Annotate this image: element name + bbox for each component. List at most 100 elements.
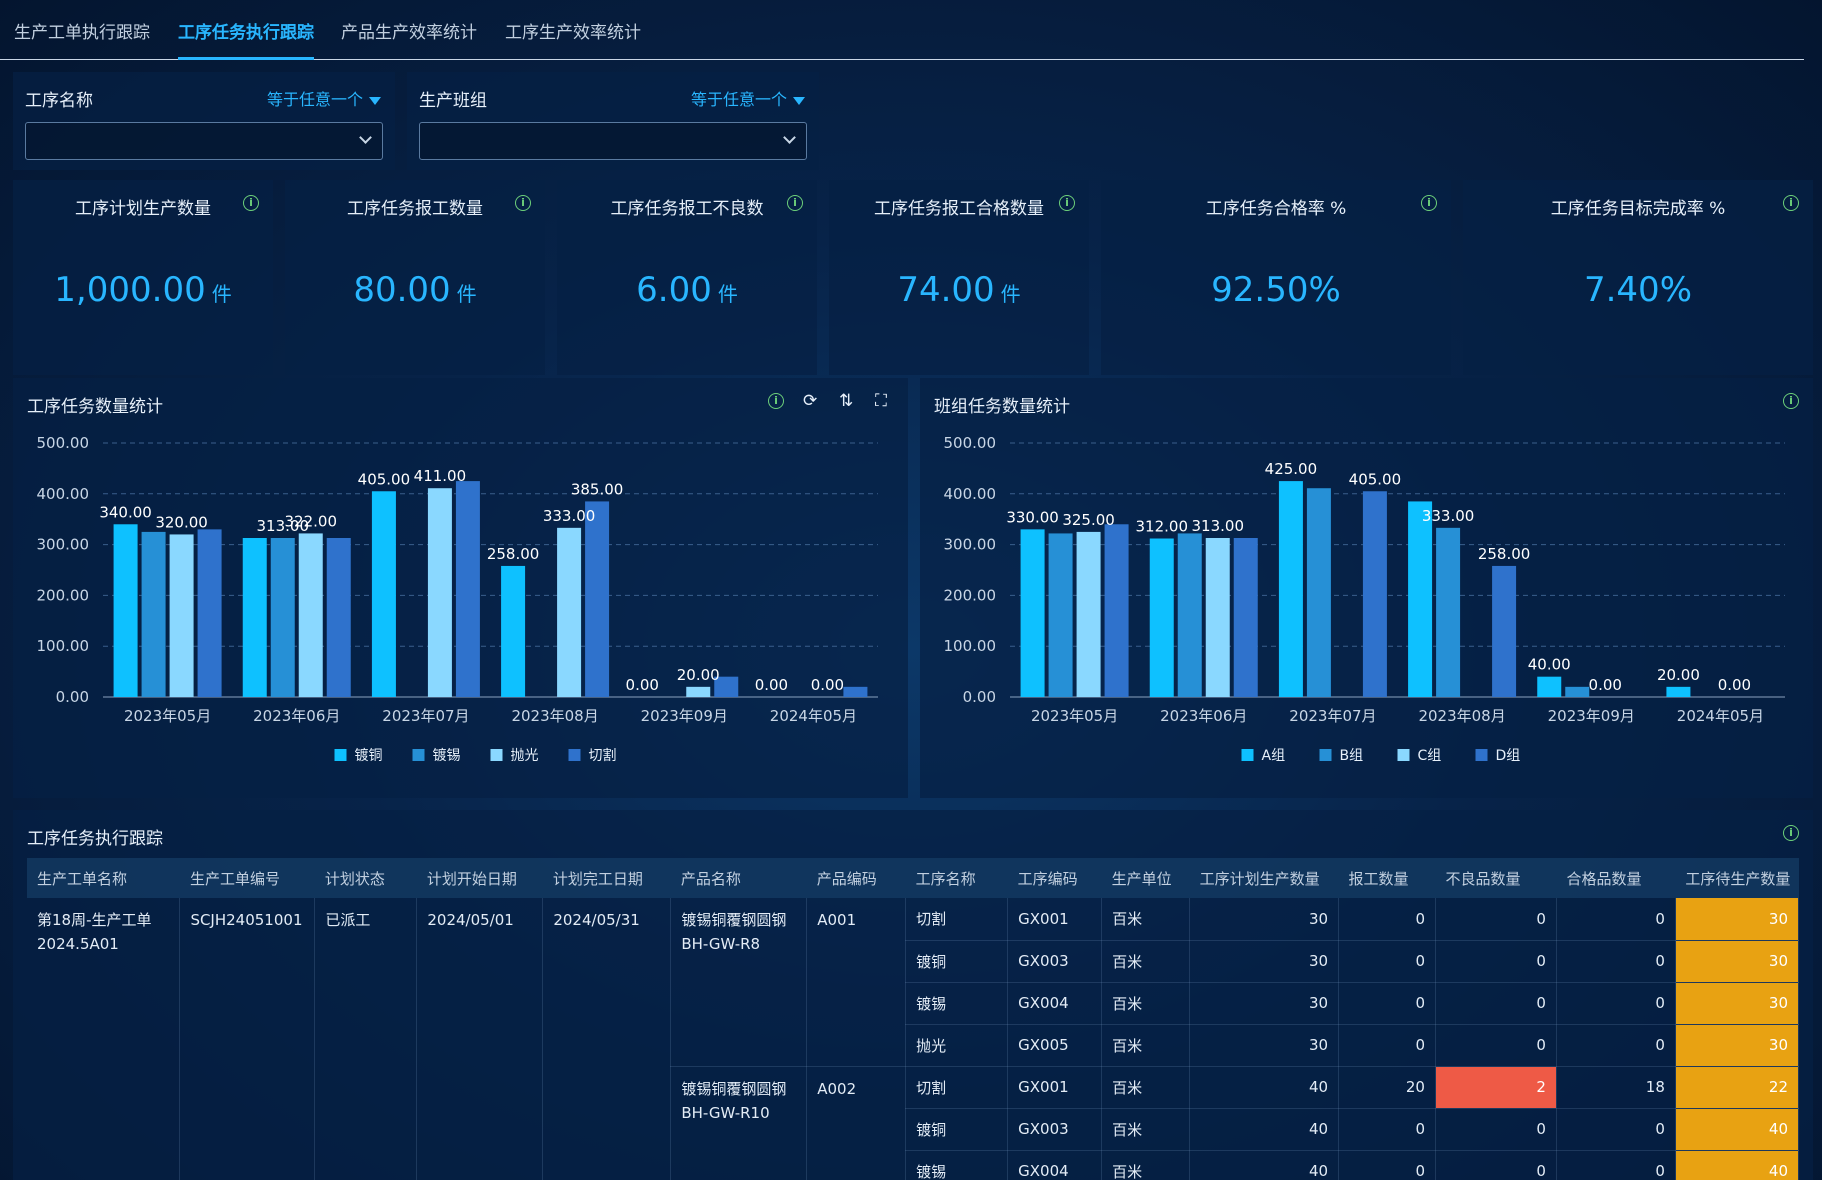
table-row[interactable]: 第18周-生产工单2024.5A01 SCJH24051001 已派工 2024/05…: [27, 898, 1800, 1180]
table-row[interactable]: 镀锡 GX004 百米 40 0 0 0 40: [27, 1150, 1800, 1180]
column-header[interactable]: 不良品数量: [1435, 858, 1557, 898]
pending-qty-cell: 30: [1675, 898, 1800, 941]
info-icon[interactable]: i: [1783, 825, 1799, 841]
info-icon[interactable]: i: [768, 393, 784, 409]
data-label: 385.00: [571, 480, 624, 498]
process-code-cell: GX001: [1007, 898, 1103, 941]
kpi-number: 7.40%: [1583, 270, 1692, 310]
table-row[interactable]: 镀铜 GX003 百米 30 0 0 0 30: [27, 940, 1800, 983]
info-icon[interactable]: i: [787, 195, 803, 211]
tab-process-efficiency[interactable]: 工序生产效率统计: [505, 23, 641, 43]
pending-qty-cell: 40: [1675, 1150, 1800, 1180]
column-header[interactable]: 合格品数量: [1556, 858, 1676, 898]
x-tick-label: 2023年08月: [511, 707, 598, 725]
kpi-value: 1,000.00 件: [13, 270, 273, 310]
task-tracking-table: 生产工单名称 生产工单编号 计划状态 计划开始日期 计划完工日期 产品名称 产品编码 工序名称…: [27, 858, 1800, 1180]
column-header[interactable]: 产品名称: [670, 858, 807, 898]
table-row[interactable]: 镀锡铜覆钢圆钢 BH-GW-R10 A002 切割 GX001 百米 40 20 2 18 22: [27, 1066, 1800, 1180]
unit-cell: 百米: [1101, 1150, 1191, 1180]
production-team-select[interactable]: [419, 122, 807, 160]
legend-label: 抛光: [511, 748, 539, 764]
tab-process-task-tracking[interactable]: 工序任务执行跟踪: [178, 18, 314, 60]
column-header[interactable]: 计划开始日期: [416, 858, 543, 898]
bar-B组: [1048, 533, 1073, 697]
filter-label: 生产班组: [419, 91, 487, 111]
fullscreen-icon[interactable]: ⛶: [875, 391, 887, 411]
y-tick-label: 200.00: [944, 586, 997, 604]
column-header[interactable]: 产品编码: [806, 858, 906, 898]
process-code-cell: GX004: [1007, 982, 1103, 1025]
legend-label: 镀铜: [355, 747, 383, 764]
info-icon[interactable]: i: [1059, 195, 1075, 211]
data-label: 340.00: [99, 503, 152, 521]
filter-operator-dropdown[interactable]: 等于任意一个: [267, 86, 381, 110]
pending-qty-cell: 30: [1675, 982, 1800, 1025]
column-header[interactable]: 计划完工日期: [542, 858, 671, 898]
table-row[interactable]: 镀锡 GX004 百米 30 0 0 0 30: [27, 982, 1800, 1025]
plan-qty-cell: 30: [1189, 982, 1340, 1025]
data-label: 0.00: [755, 676, 788, 694]
chart-panel-process-task: 工序任务数量统计 i ⟳ ⇅ ⛶ 0.00 100.00 200.00 300.00 4…: [13, 378, 908, 798]
info-icon[interactable]: i: [1421, 195, 1437, 211]
column-header[interactable]: 生产工单名称: [27, 858, 180, 898]
x-tick-label: 2023年06月: [1160, 707, 1247, 725]
column-header[interactable]: 报工数量: [1338, 858, 1436, 898]
bar-A组: [1020, 529, 1045, 697]
legend-swatch: [1397, 749, 1410, 761]
table-title: 工序任务执行跟踪: [27, 829, 163, 849]
bar-抛光: [427, 488, 452, 697]
info-icon[interactable]: i: [243, 195, 259, 211]
column-header[interactable]: 生产工单编号: [179, 858, 315, 898]
top-tab-bar: 生产工单执行跟踪 工序任务执行跟踪 产品生产效率统计 工序生产效率统计: [0, 0, 1804, 60]
filter-label: 工序名称: [25, 91, 93, 111]
tab-work-order-tracking[interactable]: 生产工单执行跟踪: [14, 23, 150, 43]
info-icon[interactable]: i: [1783, 393, 1799, 409]
kpi-card-report-qty: 工序任务报工数量 i 80.00 件: [285, 180, 545, 375]
info-icon[interactable]: i: [1783, 195, 1799, 211]
bar-B组: [1177, 533, 1202, 697]
table-row[interactable]: 镀铜 GX003 百米 40 0 0 0 40: [27, 1108, 1800, 1151]
kpi-unit: 件: [717, 282, 738, 306]
sort-icon[interactable]: ⇅: [839, 391, 854, 411]
data-label: 0.00: [626, 676, 659, 694]
pending-qty-cell: 40: [1675, 1108, 1800, 1151]
plan-qty-cell: 30: [1189, 898, 1340, 941]
kpi-unit: 件: [1000, 282, 1021, 306]
legend-label: A组: [1262, 748, 1286, 764]
process-name-select[interactable]: [25, 122, 383, 160]
pending-qty-cell: 30: [1675, 940, 1800, 983]
data-label: 20.00: [677, 666, 720, 684]
tab-product-efficiency[interactable]: 产品生产效率统计: [341, 23, 477, 43]
data-label: 333.00: [543, 507, 596, 525]
process-name-cell: 镀锡: [905, 1150, 1009, 1180]
column-header[interactable]: 生产单位: [1101, 858, 1190, 898]
info-icon[interactable]: i: [515, 195, 531, 211]
chart-title: 班组任务数量统计: [934, 397, 1070, 417]
bar-C组: [1205, 537, 1230, 697]
x-tick-label: 2024年05月: [770, 707, 857, 725]
data-label: 322.00: [285, 512, 338, 530]
unit-cell: 百米: [1101, 982, 1191, 1025]
defect-qty-cell: 2: [1435, 1066, 1557, 1109]
column-header[interactable]: 工序名称: [905, 858, 1008, 898]
unit-cell: 百米: [1101, 1024, 1191, 1067]
refresh-icon[interactable]: ⟳: [803, 391, 818, 411]
data-label: 0.00: [1589, 676, 1622, 694]
table-row[interactable]: 抛光 GX005 百米 30 0 0 0 30: [27, 1024, 1800, 1067]
data-label: 312.00: [1136, 518, 1189, 536]
filter-operator-dropdown[interactable]: 等于任意一个: [691, 86, 805, 110]
defect-qty-cell: 0: [1435, 1108, 1557, 1151]
column-header[interactable]: 工序计划生产数量: [1189, 858, 1339, 898]
kpi-number: 1,000.00: [54, 270, 206, 310]
x-tick-label: 2023年07月: [1289, 707, 1376, 725]
bar-A组: [1666, 686, 1691, 697]
legend-label: 镀锡: [433, 747, 461, 764]
legend-swatch: [1319, 749, 1332, 761]
x-tick-label: 2024年05月: [1677, 707, 1764, 725]
column-header[interactable]: 工序待生产数量: [1675, 858, 1799, 898]
defect-qty-cell: 0: [1435, 982, 1557, 1025]
column-header[interactable]: 计划状态: [314, 858, 417, 898]
legend-swatch: [334, 749, 347, 761]
defect-qty-cell: 0: [1435, 1024, 1557, 1067]
column-header[interactable]: 工序编码: [1007, 858, 1102, 898]
